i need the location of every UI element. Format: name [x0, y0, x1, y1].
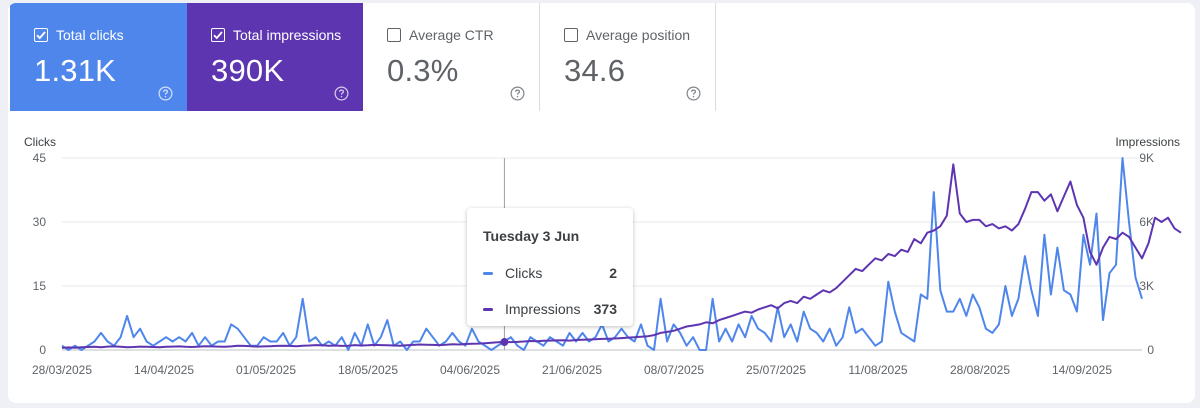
checkbox-checked-icon[interactable]	[211, 28, 225, 42]
chart-tooltip: Tuesday 3 Jun Clicks 2 Impressions 373	[467, 208, 633, 326]
legend-swatch	[483, 307, 493, 311]
x-tick-label: 14/04/2025	[134, 363, 194, 377]
help-circle-icon[interactable]	[158, 86, 173, 101]
x-tick-label: 28/08/2025	[950, 363, 1010, 377]
tooltip-label: Clicks	[505, 265, 543, 281]
x-tick-label: 28/03/2025	[32, 363, 92, 377]
left-tick-label: 45	[33, 151, 47, 165]
x-tick-label: 04/06/2025	[440, 363, 500, 377]
metric-value: 1.31K	[34, 53, 117, 88]
right-tick-label: 9K	[1139, 151, 1154, 165]
metric-value: 390K	[211, 53, 285, 88]
metric-label: Average position	[586, 27, 691, 43]
tooltip-value: 2	[609, 265, 617, 281]
tooltip-row-clicks: Clicks 2	[483, 265, 617, 281]
x-tick-label: 01/05/2025	[236, 363, 296, 377]
tooltip-value: 373	[593, 301, 617, 317]
left-axis-label: Clicks	[24, 135, 56, 149]
metric-label: Total clicks	[56, 27, 124, 43]
help-circle-icon[interactable]	[686, 86, 701, 101]
checkbox-checked-icon[interactable]	[34, 28, 48, 42]
metric-label: Average CTR	[409, 27, 494, 43]
metric-value: 0.3%	[387, 53, 459, 88]
right-tick-label: 0	[1147, 343, 1154, 357]
checkbox-unchecked-icon[interactable]	[387, 28, 401, 42]
tooltip-date: Tuesday 3 Jun	[483, 228, 580, 244]
x-tick-label: 08/07/2025	[644, 363, 704, 377]
legend-swatch	[483, 271, 493, 275]
metric-tile-total-clicks[interactable]: Total clicks 1.31K	[10, 3, 187, 111]
x-tick-label: 14/09/2025	[1052, 363, 1112, 377]
x-tick-label: 21/06/2025	[542, 363, 602, 377]
performance-chart[interactable]: 0 0 15 3K 30 6K 45 9K Clicks Impressions 28/03/202…	[8, 3, 1195, 403]
x-tick-label: 25/07/2025	[746, 363, 806, 377]
x-tick-label: 18/05/2025	[338, 363, 398, 377]
help-circle-icon[interactable]	[510, 86, 525, 101]
right-tick-label: 6K	[1139, 215, 1154, 229]
metric-tile-average-ctr[interactable]: Average CTR 0.3%	[363, 3, 540, 111]
hover-point	[500, 338, 509, 347]
help-circle-icon[interactable]	[334, 86, 349, 101]
left-tick-label: 15	[33, 279, 47, 293]
series-line-impressions	[61, 163, 1182, 349]
right-axis-label: Impressions	[1115, 135, 1180, 149]
performance-card: Total clicks 1.31K Total impressions 390…	[8, 3, 1195, 403]
metric-tile-average-position[interactable]: Average position 34.6	[540, 3, 716, 111]
right-tick-label: 3K	[1139, 279, 1154, 293]
checkbox-unchecked-icon[interactable]	[564, 28, 578, 42]
metric-label: Total impressions	[233, 27, 342, 43]
x-tick-label: 11/08/2025	[848, 363, 907, 377]
metric-tile-total-impressions[interactable]: Total impressions 390K	[187, 3, 363, 111]
tooltip-row-impressions: Impressions 373	[483, 301, 617, 317]
tooltip-label: Impressions	[505, 301, 581, 317]
metric-value: 34.6	[564, 53, 626, 88]
left-tick-label: 30	[33, 215, 47, 229]
left-tick-label: 0	[39, 343, 46, 357]
